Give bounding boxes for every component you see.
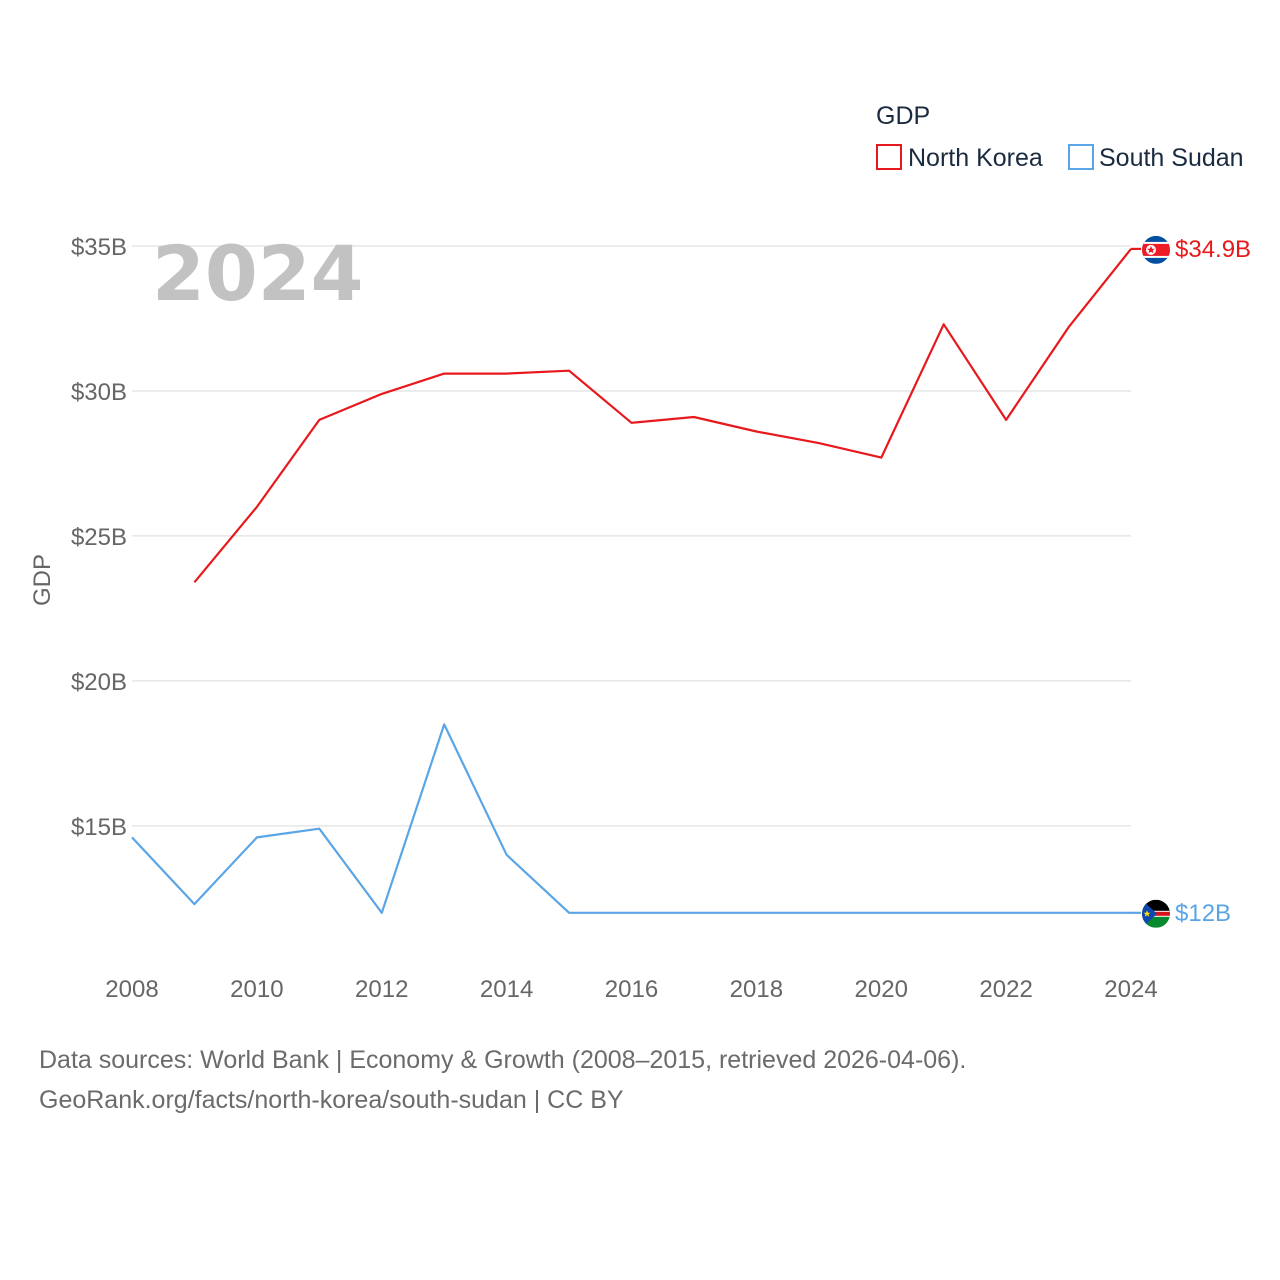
x-tick-label-2010: 2010: [230, 976, 283, 1003]
x-axis-ticks: 2008 2010 2012 2014 2016 2018 2020 2022 2024: [105, 976, 1157, 1003]
x-tick-label-2020: 2020: [855, 976, 908, 1003]
flag-star: [1147, 245, 1155, 254]
south-sudan-flag: [1142, 899, 1170, 928]
x-tick-label-2016: 2016: [605, 976, 658, 1003]
y-axis-label: GDP: [29, 554, 56, 606]
end-label-north-korea: $34.9B: [1175, 236, 1251, 263]
legend-item-south-sudan[interactable]: South Sudan: [1068, 144, 1244, 172]
year-watermark: 2024: [152, 229, 364, 318]
legend-swatch-south-sudan: [1068, 144, 1094, 170]
y-axis-ticks: $15B $20B $25B $30B $35B: [71, 234, 127, 841]
flag-triangle: [1142, 899, 1157, 928]
series-lines: [131, 248, 1132, 914]
x-tick-label-2014: 2014: [480, 976, 533, 1003]
legend-label-north-korea: North Korea: [908, 144, 1043, 172]
series-end-markers: $34.9B $12B: [1131, 236, 1251, 928]
source-line-2[interactable]: GeoRank.org/facts/north-korea/south-suda…: [39, 1086, 624, 1114]
legend: GDP North Korea South Sudan: [876, 102, 1244, 172]
y-tick-label-25: $25B: [71, 524, 127, 551]
y-tick-label-20: $20B: [71, 669, 127, 696]
grid-lines: [132, 245, 1131, 827]
source-line-1: Data sources: World Bank | Economy & Gro…: [39, 1046, 967, 1074]
x-tick-label-2024: 2024: [1104, 976, 1157, 1003]
x-tick-label-2012: 2012: [355, 976, 408, 1003]
flag-star: [1143, 910, 1151, 917]
x-tick-label-2018: 2018: [730, 976, 783, 1003]
end-label-south-sudan: $12B: [1175, 900, 1231, 927]
source-note: Data sources: World Bank | Economy & Gro…: [39, 1040, 966, 1120]
series-line-south-sudan: [131, 723, 1131, 914]
y-tick-label-15: $15B: [71, 814, 127, 841]
series-line-north-korea: [193, 248, 1132, 584]
north-korea-flag: [1142, 235, 1170, 264]
y-tick-label-35: $35B: [71, 234, 127, 261]
x-tick-label-2008: 2008: [105, 976, 158, 1003]
legend-title: GDP: [876, 102, 930, 130]
y-tick-label-30: $30B: [71, 379, 127, 406]
legend-item-north-korea[interactable]: North Korea: [876, 144, 1043, 172]
legend-label-south-sudan: South Sudan: [1099, 144, 1244, 172]
legend-swatch-north-korea: [876, 144, 902, 170]
x-tick-label-2022: 2022: [979, 976, 1032, 1003]
